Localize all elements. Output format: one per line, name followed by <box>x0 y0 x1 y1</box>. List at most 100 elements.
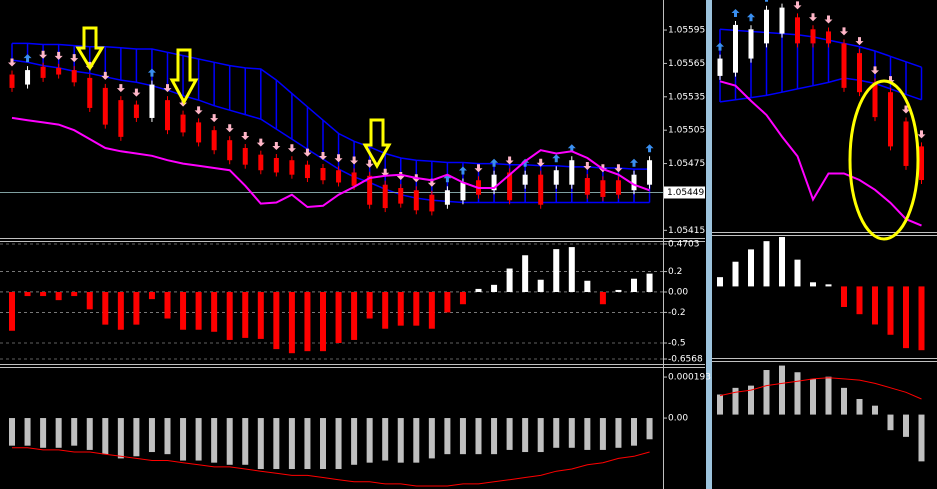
sell-arrow <box>287 144 296 153</box>
candle-body <box>25 70 31 85</box>
sell-arrow <box>365 159 374 168</box>
y-tick-label: -0.2 <box>668 308 686 318</box>
sell-arrow <box>474 164 483 173</box>
yellow-arrow <box>75 26 105 71</box>
candle-body <box>289 160 295 175</box>
buy-arrow <box>716 42 724 51</box>
sell-arrow <box>225 124 234 133</box>
histogram-bar <box>599 418 606 450</box>
histogram-bar <box>351 291 358 340</box>
histogram-bar <box>133 418 140 457</box>
y-tick-label: 0.4703 <box>668 239 700 249</box>
candle-body <box>872 82 878 118</box>
histogram-bar <box>242 418 249 465</box>
y-tick-label: 0.00 <box>668 414 688 424</box>
buy-arrow <box>490 158 499 167</box>
histogram-bar <box>444 291 451 313</box>
histogram-bar <box>615 418 622 448</box>
sell-arrow <box>303 148 312 157</box>
histogram-bar <box>133 291 140 325</box>
sell-arrow <box>319 152 327 161</box>
candle-body <box>242 147 248 165</box>
sell-arrow <box>583 162 592 171</box>
histogram-bar <box>180 291 187 330</box>
candle-body <box>600 180 606 197</box>
histogram-bar <box>506 268 513 292</box>
candle-body <box>569 160 575 185</box>
candle-body <box>795 17 800 44</box>
yellow-ellipse <box>848 79 920 241</box>
sell-arrow <box>855 37 864 46</box>
histogram-bar <box>903 414 909 437</box>
histogram-bar <box>351 418 358 465</box>
buy-arrow <box>765 0 768 2</box>
histogram-bar <box>335 418 342 470</box>
histogram-bar <box>887 414 894 431</box>
candle-body <box>40 66 46 78</box>
upper-band <box>12 42 650 170</box>
histogram-bar <box>748 385 754 415</box>
histogram-bar <box>856 286 863 315</box>
histogram-bar <box>568 247 575 292</box>
histogram-bar <box>717 277 723 287</box>
histogram-bar <box>763 370 770 415</box>
histogram-bar <box>553 418 560 448</box>
candle-body <box>87 77 93 108</box>
histogram-bar <box>841 387 847 415</box>
candle-body <box>507 172 513 201</box>
histogram-bar <box>382 291 389 329</box>
histogram-bar <box>903 286 909 349</box>
histogram-bar <box>599 291 606 305</box>
sell-arrow <box>505 156 514 165</box>
histogram-bar <box>413 291 420 326</box>
histogram-bar <box>102 291 109 325</box>
candle-body <box>9 74 15 88</box>
sell-arrow <box>334 154 343 163</box>
histogram-bar <box>273 418 280 470</box>
window-divider <box>706 0 712 489</box>
sell-arrow <box>536 158 545 167</box>
histogram-bar <box>779 237 785 287</box>
candle-body <box>398 188 404 204</box>
candle-body <box>227 140 233 161</box>
histogram-bar <box>164 291 171 319</box>
histogram-bar <box>397 418 404 463</box>
candle-body <box>336 170 342 183</box>
candle-body <box>903 121 909 166</box>
histogram-bar <box>40 291 47 297</box>
histogram-bar <box>522 418 529 453</box>
histogram-bar <box>748 249 754 287</box>
buy-arrow <box>731 8 740 17</box>
candle-body <box>491 174 497 191</box>
price-label: 1.05449 <box>667 188 704 198</box>
candle-body <box>857 53 862 93</box>
y-tick-label: 1.05475 <box>668 159 705 169</box>
buy-arrow <box>552 154 561 163</box>
candle-body <box>196 122 202 143</box>
histogram-bar <box>717 394 723 415</box>
price-label-box <box>664 186 705 199</box>
lower-band <box>719 77 922 103</box>
sell-arrow <box>350 156 359 165</box>
signal-line <box>719 377 922 400</box>
histogram-bar <box>856 398 863 415</box>
candle-body <box>320 168 326 181</box>
histogram-bar <box>180 418 187 461</box>
lower-band <box>11 59 650 204</box>
histogram-bar <box>794 372 801 415</box>
candle-body <box>748 29 754 59</box>
candle-body <box>584 178 590 195</box>
candle-body <box>304 164 310 179</box>
annotations <box>75 26 920 241</box>
histogram-bar <box>40 418 47 448</box>
histogram-bar <box>148 418 155 453</box>
y-tick-label: -0.6568 <box>668 355 703 365</box>
histogram-bar <box>9 291 15 331</box>
histogram-bar <box>553 249 560 292</box>
candle-body <box>841 43 847 88</box>
candle-body <box>553 170 559 185</box>
candle-body <box>258 154 264 171</box>
histogram-bar <box>631 278 637 292</box>
histogram-bar <box>428 291 435 329</box>
